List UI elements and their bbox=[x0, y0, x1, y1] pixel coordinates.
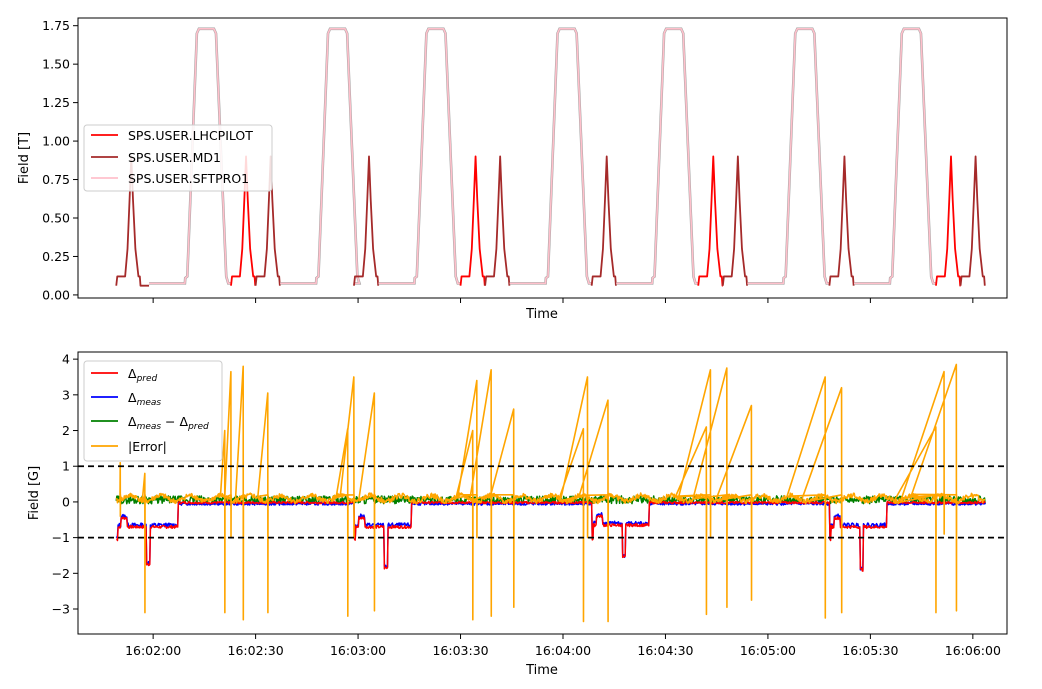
bottom-y-tick-label: 2 bbox=[62, 423, 70, 438]
bottom-x-tick-label: 16:03:30 bbox=[432, 643, 488, 658]
legend-label-md1: SPS.USER.MD1 bbox=[128, 150, 221, 165]
bottom-x-tick-label: 16:03:00 bbox=[330, 643, 386, 658]
cycle-trace-lhcpilot bbox=[935, 155, 962, 287]
cycle-trace-md1 bbox=[353, 155, 380, 286]
bottom-x-tick-label: 16:04:30 bbox=[637, 643, 693, 658]
top-y-tick-label: 0.00 bbox=[42, 287, 70, 302]
bottom-y-axis-label: Field [G] bbox=[27, 466, 42, 520]
bottom-x-tick-label: 16:04:00 bbox=[535, 643, 591, 658]
top-legend: SPS.USER.LHCPILOT SPS.USER.MD1 SPS.USER.… bbox=[83, 124, 273, 192]
cycle-trace-md1 bbox=[484, 155, 511, 286]
bottom-plot-area bbox=[78, 363, 1007, 623]
legend-label-sftpro1: SPS.USER.SFTPRO1 bbox=[128, 171, 249, 186]
cycle-trace-md1 bbox=[828, 155, 855, 286]
legend-label-delta-pred: Δpred bbox=[128, 366, 158, 384]
cycle-trace-lhcpilot bbox=[697, 155, 724, 287]
top-y-ticks: 0.00 0.25 0.50 0.75 1.00 1.25 1.50 1.75 bbox=[42, 18, 78, 302]
bottom-y-tick-label: −1 bbox=[52, 530, 70, 545]
top-y-tick-label: 1.50 bbox=[42, 57, 70, 72]
cycle-trace-sftpro1 bbox=[509, 27, 592, 285]
top-legend-box bbox=[83, 124, 273, 192]
cycle-trace-sftpro1 bbox=[378, 27, 461, 285]
bottom-axes-frame bbox=[77, 351, 1008, 635]
cycle-trace-sftpro1 bbox=[747, 27, 830, 285]
bottom-x-tick-label: 16:02:30 bbox=[228, 643, 284, 658]
cycle-trace-md1 bbox=[959, 155, 986, 286]
cycle-trace-sftpro1 bbox=[616, 27, 699, 285]
bottom-x-tick-label: 16:02:00 bbox=[125, 643, 181, 658]
cycle-trace-sftpro1 bbox=[149, 27, 232, 285]
top-y-tick-label: 0.25 bbox=[42, 249, 70, 264]
top-x-ticks bbox=[152, 298, 974, 303]
bottom-legend-box bbox=[83, 360, 223, 462]
bottom-x-axis-label: Time bbox=[525, 663, 558, 678]
cycle-trace-md1 bbox=[590, 155, 617, 286]
top-y-axis-label: Field [T] bbox=[17, 132, 32, 184]
bottom-x-tick-label: 16:06:00 bbox=[945, 643, 1001, 658]
top-plot-area bbox=[115, 27, 986, 287]
bottom-x-tick-label: 16:05:30 bbox=[842, 643, 898, 658]
bottom-x-tick-label: 16:05:00 bbox=[740, 643, 796, 658]
top-y-tick-label: 1.25 bbox=[42, 95, 70, 110]
bottom-y-tick-label: 0 bbox=[62, 494, 70, 509]
series-line-error bbox=[115, 363, 986, 623]
top-y-tick-label: 1.75 bbox=[42, 18, 70, 33]
bottom-y-tick-label: 4 bbox=[62, 352, 70, 367]
bottom-y-tick-label: −2 bbox=[52, 566, 70, 581]
legend-label-error: |Error| bbox=[128, 439, 167, 454]
bottom-y-tick-label: −3 bbox=[52, 602, 70, 617]
top-axes: 0.00 0.25 0.50 0.75 1.00 1.25 1.50 1.75 Time Fi… bbox=[17, 17, 1008, 322]
legend-label-delta-diff: Δmeas − Δpred bbox=[128, 414, 209, 432]
top-y-tick-label: 0.75 bbox=[42, 172, 70, 187]
top-axes-frame bbox=[77, 17, 1008, 299]
bottom-y-ticks: −3 −2 −1 0 1 2 3 4 bbox=[52, 352, 78, 617]
bottom-y-tick-label: 3 bbox=[62, 387, 70, 402]
legend-label-delta-meas: Δmeas bbox=[128, 390, 161, 408]
cycle-trace-md1 bbox=[721, 155, 748, 286]
bottom-y-tick-label: 1 bbox=[62, 459, 70, 474]
top-y-tick-label: 1.00 bbox=[42, 134, 70, 149]
cycle-trace-lhcpilot bbox=[459, 155, 486, 286]
cycle-trace-sftpro1 bbox=[853, 27, 936, 285]
bottom-x-ticks: 16:02:00 16:02:30 16:03:00 16:03:30 16:04:00… bbox=[125, 634, 1001, 658]
top-x-axis-label: Time bbox=[525, 307, 558, 322]
bottom-legend: Δpred Δmeas Δmeas − Δpred |Error| bbox=[83, 360, 223, 462]
cycle-trace-sftpro1 bbox=[280, 27, 361, 285]
top-y-tick-label: 0.50 bbox=[42, 211, 70, 226]
legend-label-lhcpilot: SPS.USER.LHCPILOT bbox=[128, 128, 253, 143]
